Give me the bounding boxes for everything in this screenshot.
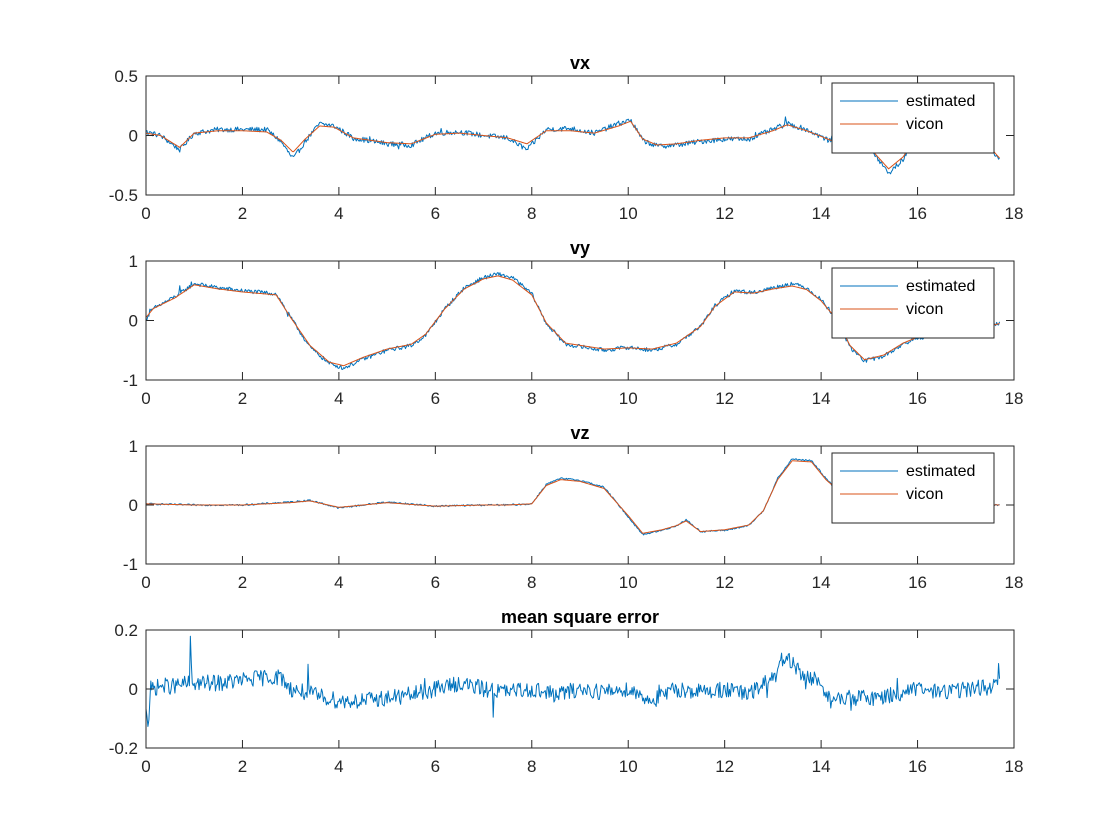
subplot-title: vz: [570, 423, 589, 443]
x-tick-label: 18: [1005, 573, 1024, 592]
x-tick-label: 14: [812, 389, 831, 408]
x-tick-label: 8: [527, 204, 536, 223]
x-tick-label: 16: [908, 389, 927, 408]
x-tick-label: 6: [431, 204, 440, 223]
series-line-vicon: [146, 275, 1000, 367]
x-tick-label: 2: [238, 757, 247, 776]
y-tick-label: 0.2: [114, 621, 138, 640]
x-tick-label: 10: [619, 573, 638, 592]
x-tick-label: 6: [431, 389, 440, 408]
x-tick-label: 18: [1005, 204, 1024, 223]
legend-label: estimated: [906, 93, 975, 110]
x-tick-label: 12: [715, 573, 734, 592]
legend-label: estimated: [906, 463, 975, 480]
x-tick-label: 14: [812, 573, 831, 592]
legend-label: vicon: [906, 301, 943, 318]
x-tick-label: 8: [527, 757, 536, 776]
x-tick-label: 14: [812, 204, 831, 223]
legend-box: [831, 82, 995, 154]
x-tick-label: 0: [141, 204, 150, 223]
legend-box: [831, 267, 995, 339]
subplot-title: vy: [570, 238, 590, 258]
x-tick-label: 18: [1005, 757, 1024, 776]
x-tick-label: 10: [619, 204, 638, 223]
legend-label: vicon: [906, 116, 943, 133]
y-tick-label: 0: [129, 680, 138, 699]
y-tick-label: 1: [129, 252, 138, 271]
y-tick-label: -1: [123, 555, 138, 574]
x-tick-label: 6: [431, 573, 440, 592]
x-tick-label: 0: [141, 573, 150, 592]
x-tick-label: 18: [1005, 389, 1024, 408]
x-tick-label: 10: [619, 757, 638, 776]
x-tick-label: 0: [141, 757, 150, 776]
x-tick-label: 2: [238, 204, 247, 223]
y-tick-label: 0: [129, 127, 138, 146]
x-tick-label: 8: [527, 573, 536, 592]
x-tick-label: 4: [334, 204, 343, 223]
series-line-error: [146, 635, 1001, 727]
x-tick-label: 16: [908, 573, 927, 592]
x-tick-label: 8: [527, 389, 536, 408]
x-tick-label: 4: [334, 757, 343, 776]
x-tick-label: 6: [431, 757, 440, 776]
x-tick-label: 10: [619, 389, 638, 408]
subplot-title: vx: [570, 53, 590, 73]
axes-box: [145, 629, 1015, 749]
y-tick-label: 0: [129, 312, 138, 331]
legend-label: vicon: [906, 486, 943, 503]
legend-box: [831, 452, 995, 524]
y-tick-label: 0.5: [114, 67, 138, 86]
subplot-title: mean square error: [501, 607, 659, 627]
x-tick-label: 16: [908, 204, 927, 223]
x-tick-label: 16: [908, 757, 927, 776]
y-tick-label: 1: [129, 437, 138, 456]
x-tick-label: 0: [141, 389, 150, 408]
x-tick-label: 2: [238, 389, 247, 408]
y-tick-label: -1: [123, 371, 138, 390]
y-tick-label: -0.5: [109, 186, 138, 205]
x-tick-label: 14: [812, 757, 831, 776]
x-tick-label: 2: [238, 573, 247, 592]
x-tick-label: 12: [715, 204, 734, 223]
x-tick-label: 12: [715, 389, 734, 408]
legend-label: estimated: [906, 278, 975, 295]
x-tick-label: 12: [715, 757, 734, 776]
y-tick-label: -0.2: [109, 739, 138, 758]
x-tick-label: 4: [334, 573, 343, 592]
y-tick-label: 0: [129, 496, 138, 515]
x-tick-label: 4: [334, 389, 343, 408]
